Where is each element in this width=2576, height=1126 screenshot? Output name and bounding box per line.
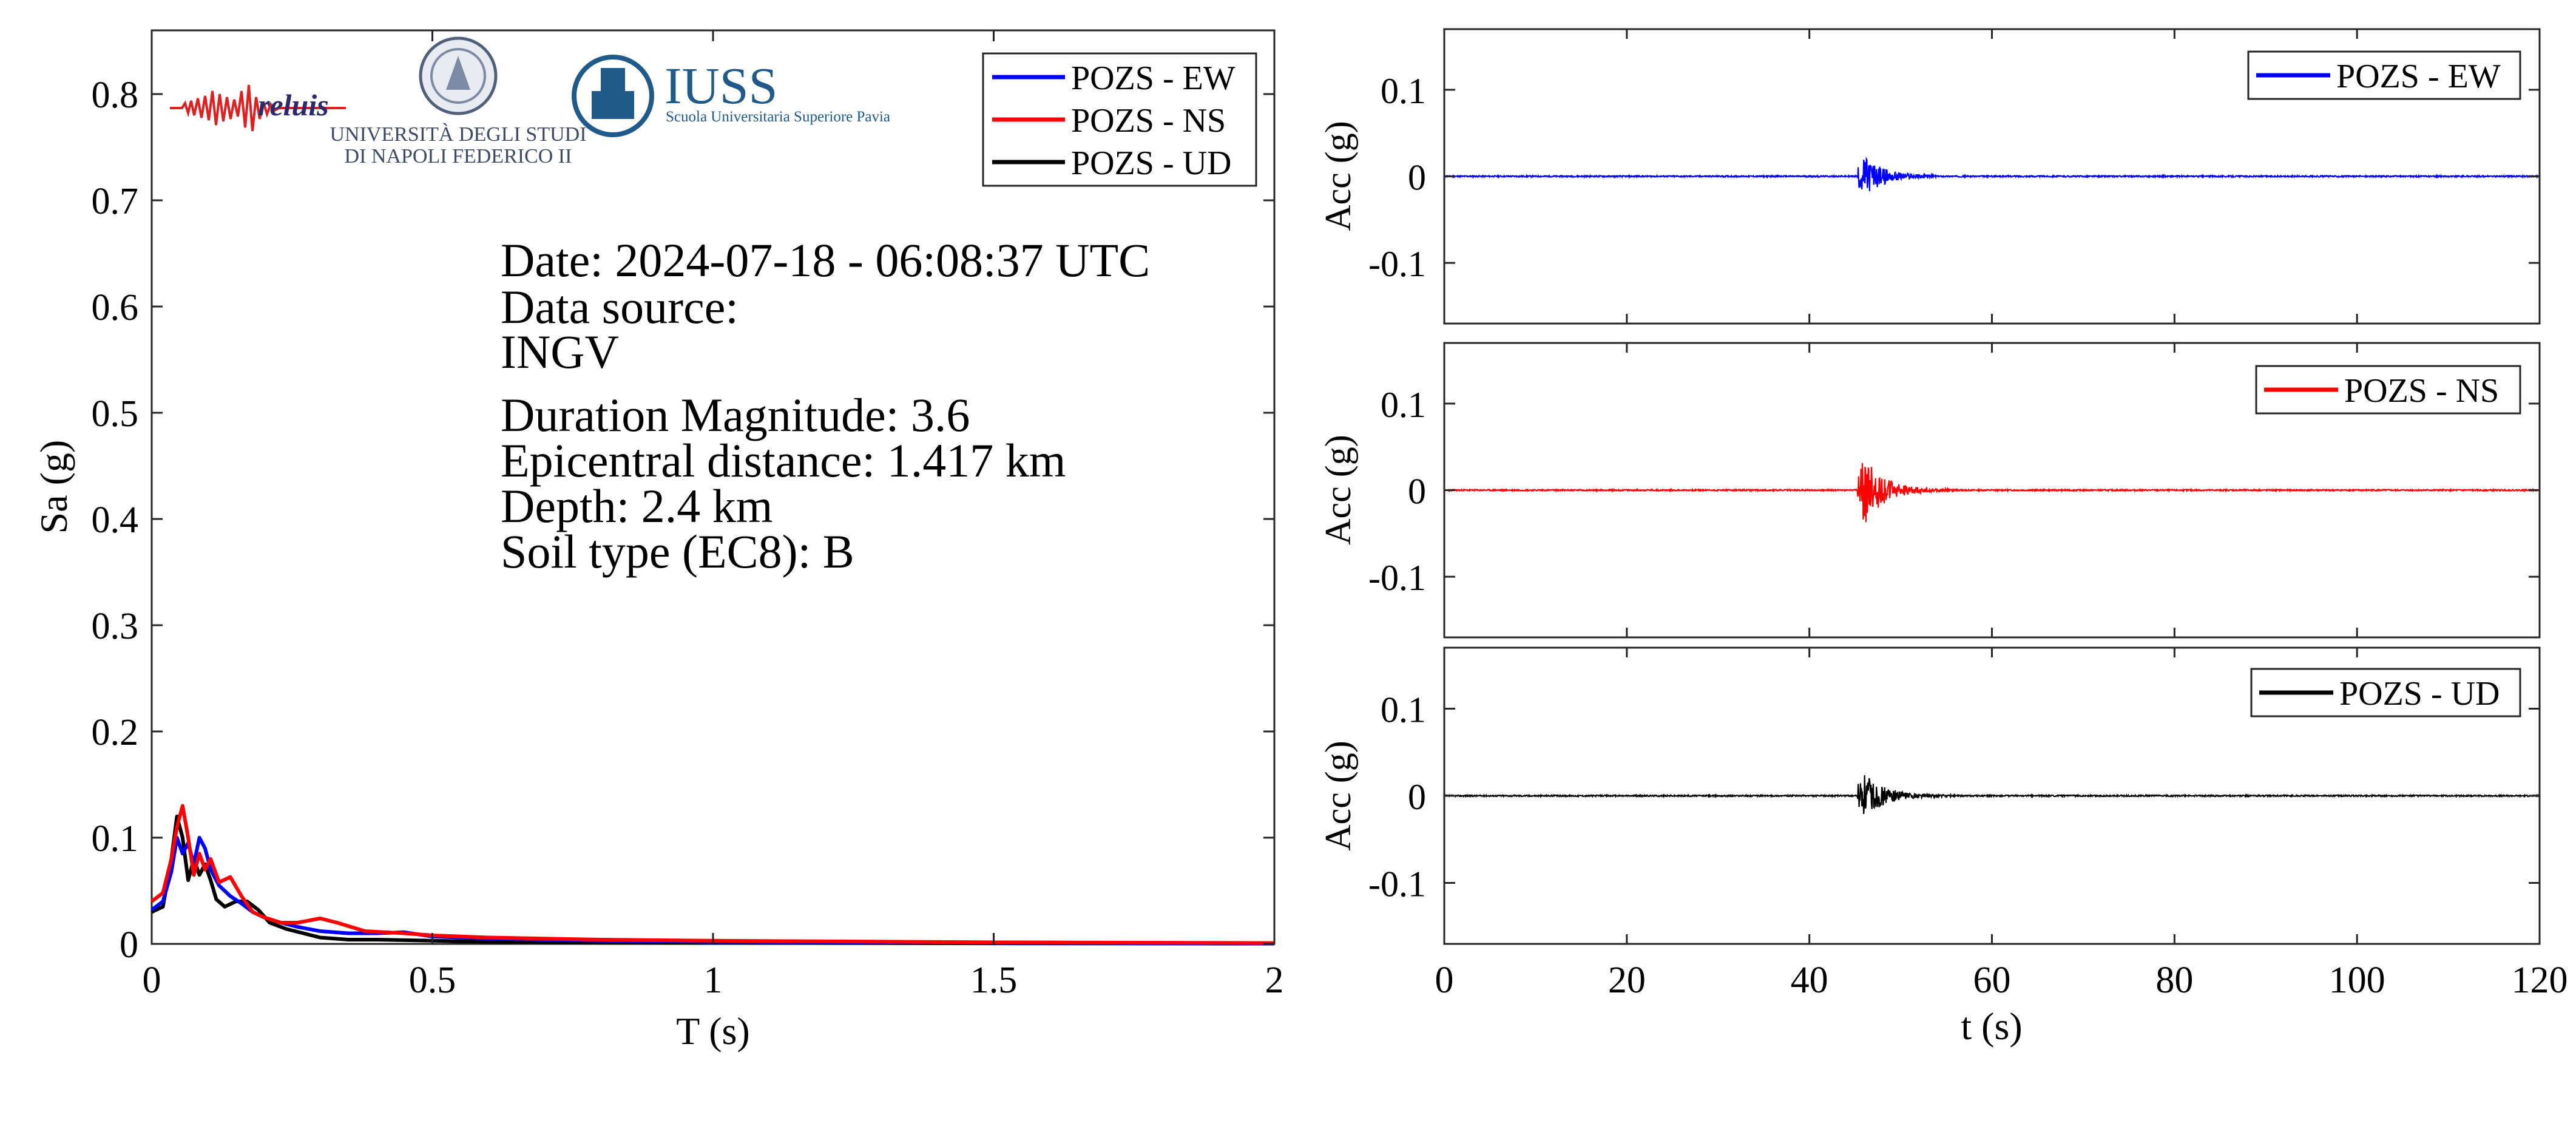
legend-label-ud: POZS - UD xyxy=(1071,144,1231,182)
acc-ns-trace xyxy=(1443,463,2541,523)
duration-magnitude: Duration Magnitude: 3.6 xyxy=(501,388,970,441)
acc-xtick-label: 0 xyxy=(1435,960,1454,1001)
acc-ew-series-line xyxy=(1444,156,2540,191)
spectrum-legend: POZS - EW POZS - NS POZS - UD xyxy=(982,52,1257,187)
acc-ew-ytick-label: 0 xyxy=(1408,158,1426,198)
legend-label-ew: POZS - EW xyxy=(1071,59,1236,97)
spectrum-xtick-label: 1 xyxy=(704,960,723,1001)
acceleration-charts: -0.1 0 0.1 Acc (g) POZS - EW -0.1 0 0.1 Acc … xyxy=(1318,28,2568,1048)
event-info: Date: 2024-07-18 - 06:08:37 UTC Data sou… xyxy=(501,234,1150,578)
spectrum-ytick-label: 0.3 xyxy=(92,606,139,647)
spectrum-ylabel: Sa (g) xyxy=(32,440,75,534)
iuss-logo-title: IUSS xyxy=(664,56,777,115)
acc-xtick-label: 20 xyxy=(1608,960,1646,1001)
acc-ud-legend-label: POZS - UD xyxy=(2339,675,2500,713)
acc-ns-ytick-label: 0.1 xyxy=(1381,385,1426,425)
acc-ns-ytick-label: -0.1 xyxy=(1368,558,1426,598)
spectrum-chart: 0 0.5 1 1.5 2 0 0.1 0.2 0.3 0.4 0.5 0.6 0.7 0.8 T (s)… xyxy=(32,29,1284,1053)
acc-xlabel: t (s) xyxy=(1961,1005,2022,1048)
acc-panel-ud: -0.1 0 0.1 0 20 40 60 80 100 120 Acc (g) t (s) PO… xyxy=(1318,646,2568,1048)
spectrum-ytick-label: 0.4 xyxy=(92,500,139,541)
iuss-logo: IUSS Scuola Universitaria Superiore Pavi… xyxy=(572,55,890,137)
acc-ud-ytick-label: 0.1 xyxy=(1381,690,1426,730)
spectrum-xtick-label: 0 xyxy=(143,960,161,1001)
epicentral-distance: Epicentral distance: 1.417 km xyxy=(501,434,1066,487)
spectrum-xtick-label: 1.5 xyxy=(970,960,1018,1001)
acc-ns-ylabel: Acc (g) xyxy=(1318,435,1358,545)
acc-xtick-label: 80 xyxy=(2155,960,2193,1001)
acc-ud-ticks: -0.1 0 0.1 0 20 40 60 80 100 120 xyxy=(1368,648,2568,1001)
spectrum-series-ns xyxy=(150,804,1275,945)
acc-ns-series-line xyxy=(1443,463,2541,523)
spectrum-xtick-label: 2 xyxy=(1265,960,1284,1001)
acc-ew-ytick-label: 0.1 xyxy=(1381,71,1426,111)
acc-ud-ylabel: Acc (g) xyxy=(1318,741,1358,851)
acc-xtick-label: 100 xyxy=(2329,960,2385,1001)
data-source-value: INGV xyxy=(501,325,619,378)
iuss-emblem-icon xyxy=(572,55,654,137)
acc-xtick-label: 120 xyxy=(2512,960,2568,1001)
acc-panel-ew: -0.1 0 0.1 Acc (g) POZS - EW xyxy=(1318,28,2541,325)
unina-logo-line2: DI NAPOLI FEDERICO II xyxy=(345,145,572,168)
iuss-logo-subtitle: Scuola Universitaria Superiore Pavia xyxy=(666,109,890,125)
acc-ns-ytick-label: 0 xyxy=(1408,472,1426,512)
spectrum-xtick-label: 0.5 xyxy=(409,960,456,1001)
acc-xtick-label: 40 xyxy=(1791,960,1828,1001)
acc-ud-series-line xyxy=(1444,775,2540,815)
acc-ud-ytick-label: -0.1 xyxy=(1368,864,1426,904)
acc-ns-ticks: -0.1 0 0.1 xyxy=(1368,343,2541,637)
acc-ew-ytick-label: -0.1 xyxy=(1368,244,1426,284)
acc-ew-legend-label: POZS - EW xyxy=(2336,58,2501,95)
acc-ns-legend-label: POZS - NS xyxy=(2344,372,2499,410)
event-date: Date: 2024-07-18 - 06:08:37 UTC xyxy=(501,234,1150,287)
spectrum-ytick-label: 0.6 xyxy=(92,287,139,328)
spectrum-ytick-label: 0.2 xyxy=(92,712,139,753)
unina-logo: UNIVERSITÀ DEGLI STUDI DI NAPOLI FEDERIC… xyxy=(330,36,587,168)
spectrum-ytick-label: 0.5 xyxy=(92,393,139,435)
reluis-logo-text: reluis xyxy=(258,88,329,122)
spectrum-ytick-label: 0 xyxy=(120,924,138,966)
spectrum-ytick-label: 0.1 xyxy=(92,818,139,860)
spectrum-ytick-label: 0.7 xyxy=(92,181,139,222)
data-source-label: Data source: xyxy=(501,280,739,333)
acc-ud-ytick-label: 0 xyxy=(1408,777,1426,817)
event-depth: Depth: 2.4 km xyxy=(501,480,772,532)
reluis-logo: reluis xyxy=(170,84,346,132)
spectrum-ytick-label: 0.8 xyxy=(92,75,139,116)
spectrum-lines xyxy=(150,804,1275,946)
spectrum-xlabel: T (s) xyxy=(676,1009,749,1053)
acc-xtick-label: 60 xyxy=(1973,960,2011,1001)
unina-logo-line1: UNIVERSITÀ DEGLI STUDI xyxy=(330,123,586,146)
acc-ew-ylabel: Acc (g) xyxy=(1318,121,1358,231)
acc-ew-ticks: -0.1 0 0.1 xyxy=(1368,29,2541,324)
reluis-wave-icon xyxy=(170,84,346,132)
acc-panel-ns: -0.1 0 0.1 Acc (g) POZS - NS xyxy=(1318,342,2541,639)
acc-ud-trace xyxy=(1444,775,2540,815)
acc-ew-trace xyxy=(1444,156,2540,191)
legend-label-ns: POZS - NS xyxy=(1071,102,1226,140)
soil-type: Soil type (EC8): B xyxy=(501,525,854,578)
spectrum-ticks: 0 0.5 1 1.5 2 0 0.1 0.2 0.3 0.4 0.5 0.6 0.7 0.8 xyxy=(92,30,1284,1001)
